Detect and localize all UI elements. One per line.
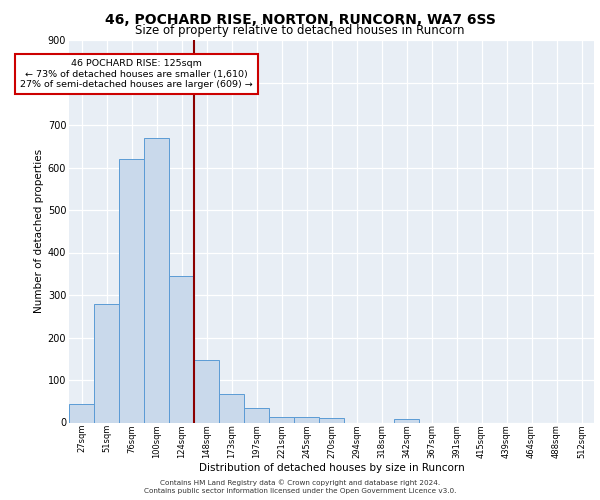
Bar [194,360,219,422]
Bar [294,418,319,422]
Bar [144,138,169,422]
Text: 46 POCHARD RISE: 125sqm
← 73% of detached houses are smaller (1,610)
27% of semi: 46 POCHARD RISE: 125sqm ← 73% of detache… [20,59,253,89]
Bar [269,416,294,422]
Bar [219,394,244,422]
Bar [94,304,119,422]
Bar [69,404,94,422]
Text: 46, POCHARD RISE, NORTON, RUNCORN, WA7 6SS: 46, POCHARD RISE, NORTON, RUNCORN, WA7 6… [104,12,496,26]
Text: Contains HM Land Registry data © Crown copyright and database right 2024.: Contains HM Land Registry data © Crown c… [160,480,440,486]
X-axis label: Distribution of detached houses by size in Runcorn: Distribution of detached houses by size … [199,464,464,473]
Bar [244,408,269,422]
Bar [319,418,344,422]
Text: Contains public sector information licensed under the Open Government Licence v3: Contains public sector information licen… [144,488,456,494]
Bar [394,419,419,422]
Y-axis label: Number of detached properties: Number of detached properties [34,149,44,314]
Bar [119,159,144,422]
Text: Size of property relative to detached houses in Runcorn: Size of property relative to detached ho… [135,24,465,37]
Bar [169,276,194,422]
